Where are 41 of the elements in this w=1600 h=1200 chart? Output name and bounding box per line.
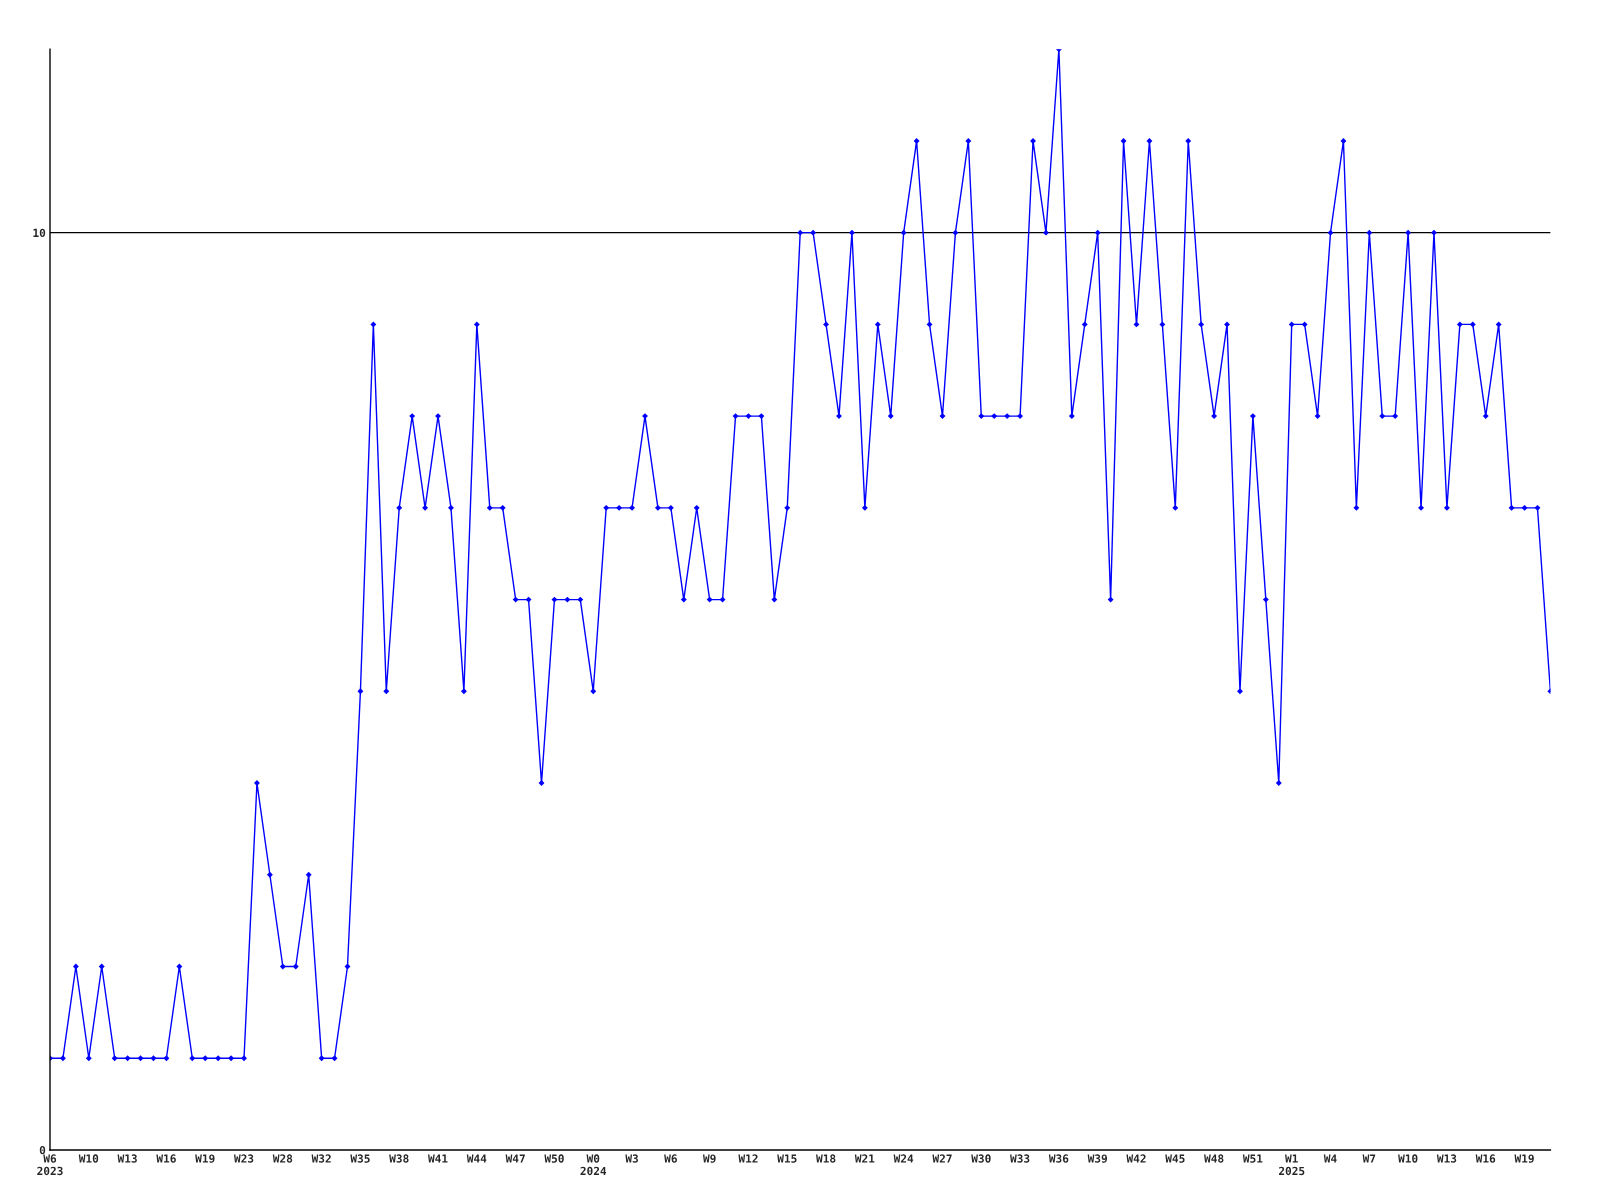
- x-tick-label: W38: [389, 1154, 409, 1163]
- x-tick-label: W47: [505, 1154, 525, 1163]
- x-tick-label: W41: [428, 1154, 448, 1163]
- x-tick-label: W3: [625, 1154, 639, 1163]
- x-tick-label: W42: [1126, 1154, 1146, 1163]
- x-tick-label: W18: [816, 1154, 836, 1163]
- x-tick-label: W10: [78, 1154, 99, 1163]
- x-tick-label: W9: [702, 1154, 716, 1163]
- x-tick-label: W16: [156, 1154, 176, 1163]
- x-tick-label: W16: [1475, 1154, 1496, 1163]
- x-tick-label: W6: [664, 1154, 677, 1163]
- x-tick-label: W6 2023: [37, 1154, 63, 1176]
- x-tick-label: W36: [1048, 1154, 1069, 1163]
- x-tick-label: W10: [1398, 1154, 1418, 1163]
- x-tick-label: W12: [738, 1154, 758, 1163]
- x-tick-label: W32: [311, 1154, 331, 1163]
- x-tick-label: W33: [1010, 1154, 1030, 1163]
- x-tick-label: W44: [466, 1154, 487, 1163]
- x-tick-label: W51: [1242, 1154, 1263, 1163]
- x-tick-label: W23: [233, 1154, 254, 1163]
- x-tick-label: W13: [1436, 1154, 1457, 1163]
- x-tick-label: W35: [350, 1154, 370, 1163]
- x-tick-label: W0 2024: [580, 1154, 607, 1176]
- x-tick-label: W13: [117, 1154, 137, 1163]
- x-tick-label: W28: [272, 1154, 293, 1163]
- x-tick-label: W21: [854, 1154, 875, 1163]
- x-tick-label: W4: [1323, 1154, 1337, 1163]
- y-tick-label: 10: [33, 228, 46, 238]
- x-tick-label: W19: [195, 1154, 215, 1163]
- x-tick-label: W48: [1204, 1154, 1224, 1163]
- x-tick-label: W24: [893, 1154, 914, 1163]
- x-tick-label: W27: [932, 1154, 952, 1163]
- x-tick-label: W7: [1362, 1154, 1376, 1163]
- x-tick-label: W45: [1165, 1154, 1185, 1163]
- x-tick-label: W50: [544, 1154, 564, 1163]
- x-tick-label: W39: [1087, 1154, 1108, 1163]
- x-tick-label: W19: [1514, 1154, 1534, 1163]
- x-tick-label: W30: [971, 1154, 991, 1163]
- x-tick-label: W1 2025: [1278, 1154, 1305, 1176]
- y-tick-label: 0: [39, 1145, 46, 1155]
- x-tick-label: W15: [777, 1154, 797, 1163]
